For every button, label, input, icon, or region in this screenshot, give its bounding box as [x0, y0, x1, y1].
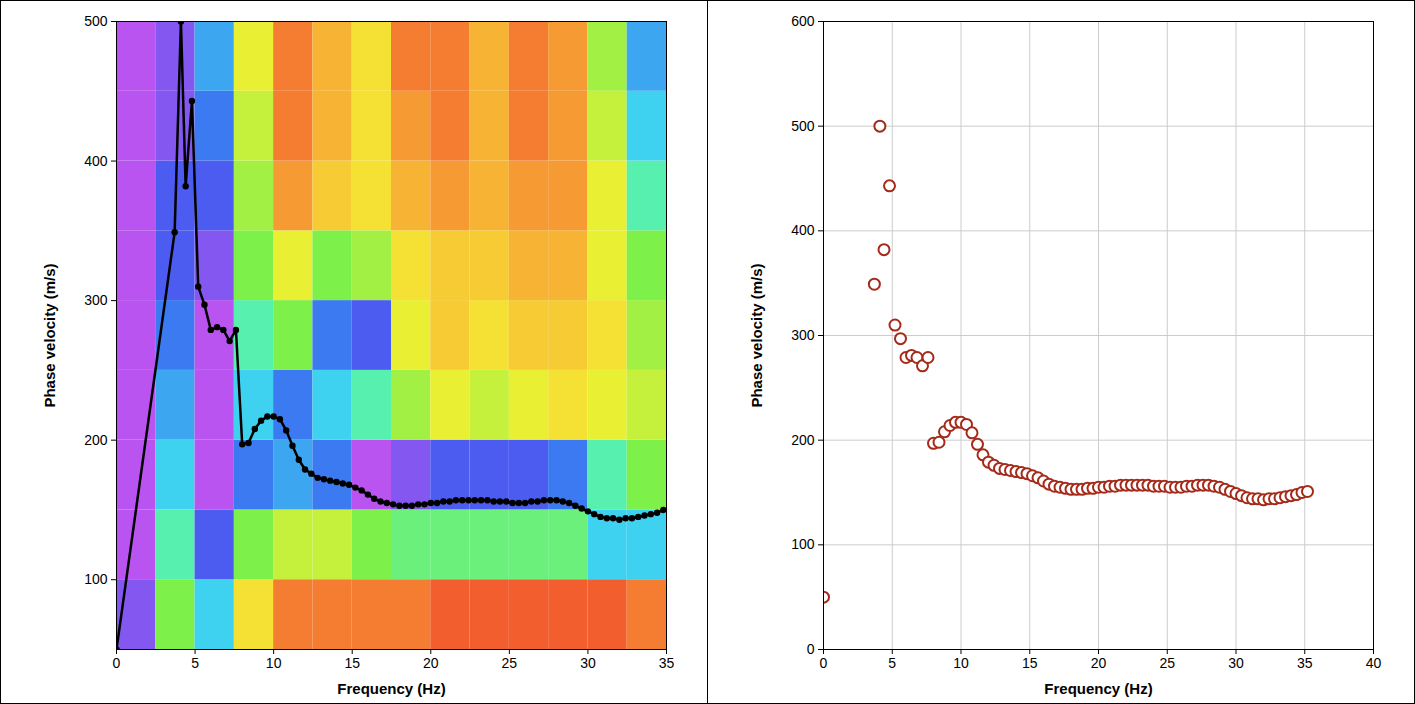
svg-text:0: 0	[820, 655, 828, 671]
svg-text:10: 10	[266, 655, 282, 671]
svg-text:100: 100	[791, 536, 815, 552]
svg-text:25: 25	[502, 655, 518, 671]
svg-text:30: 30	[1228, 655, 1244, 671]
svg-text:200: 200	[84, 432, 108, 448]
svg-text:300: 300	[791, 327, 815, 343]
svg-text:400: 400	[791, 222, 815, 238]
svg-text:200: 200	[791, 432, 815, 448]
svg-text:500: 500	[84, 13, 108, 29]
svg-text:40: 40	[1366, 655, 1382, 671]
svg-text:15: 15	[1022, 655, 1038, 671]
svg-text:20: 20	[423, 655, 439, 671]
svg-text:5: 5	[191, 655, 199, 671]
svg-text:30: 30	[580, 655, 596, 671]
svg-text:400: 400	[84, 153, 108, 169]
svg-text:0: 0	[113, 655, 121, 671]
svg-text:600: 600	[791, 13, 815, 29]
svg-text:20: 20	[1091, 655, 1107, 671]
svg-text:35: 35	[659, 655, 675, 671]
svg-text:300: 300	[84, 292, 108, 308]
svg-text:35: 35	[1297, 655, 1313, 671]
svg-text:500: 500	[791, 118, 815, 134]
svg-text:Phase velocity (m/s): Phase velocity (m/s)	[748, 263, 765, 407]
svg-text:Phase velocity (m/s): Phase velocity (m/s)	[41, 263, 58, 407]
svg-text:Frequency (Hz): Frequency (Hz)	[1044, 680, 1152, 697]
svg-text:15: 15	[344, 655, 360, 671]
svg-text:100: 100	[84, 571, 108, 587]
svg-text:5: 5	[888, 655, 896, 671]
svg-text:10: 10	[953, 655, 969, 671]
svg-text:Frequency (Hz): Frequency (Hz)	[337, 680, 445, 697]
svg-text:25: 25	[1159, 655, 1175, 671]
svg-text:0: 0	[807, 641, 815, 657]
